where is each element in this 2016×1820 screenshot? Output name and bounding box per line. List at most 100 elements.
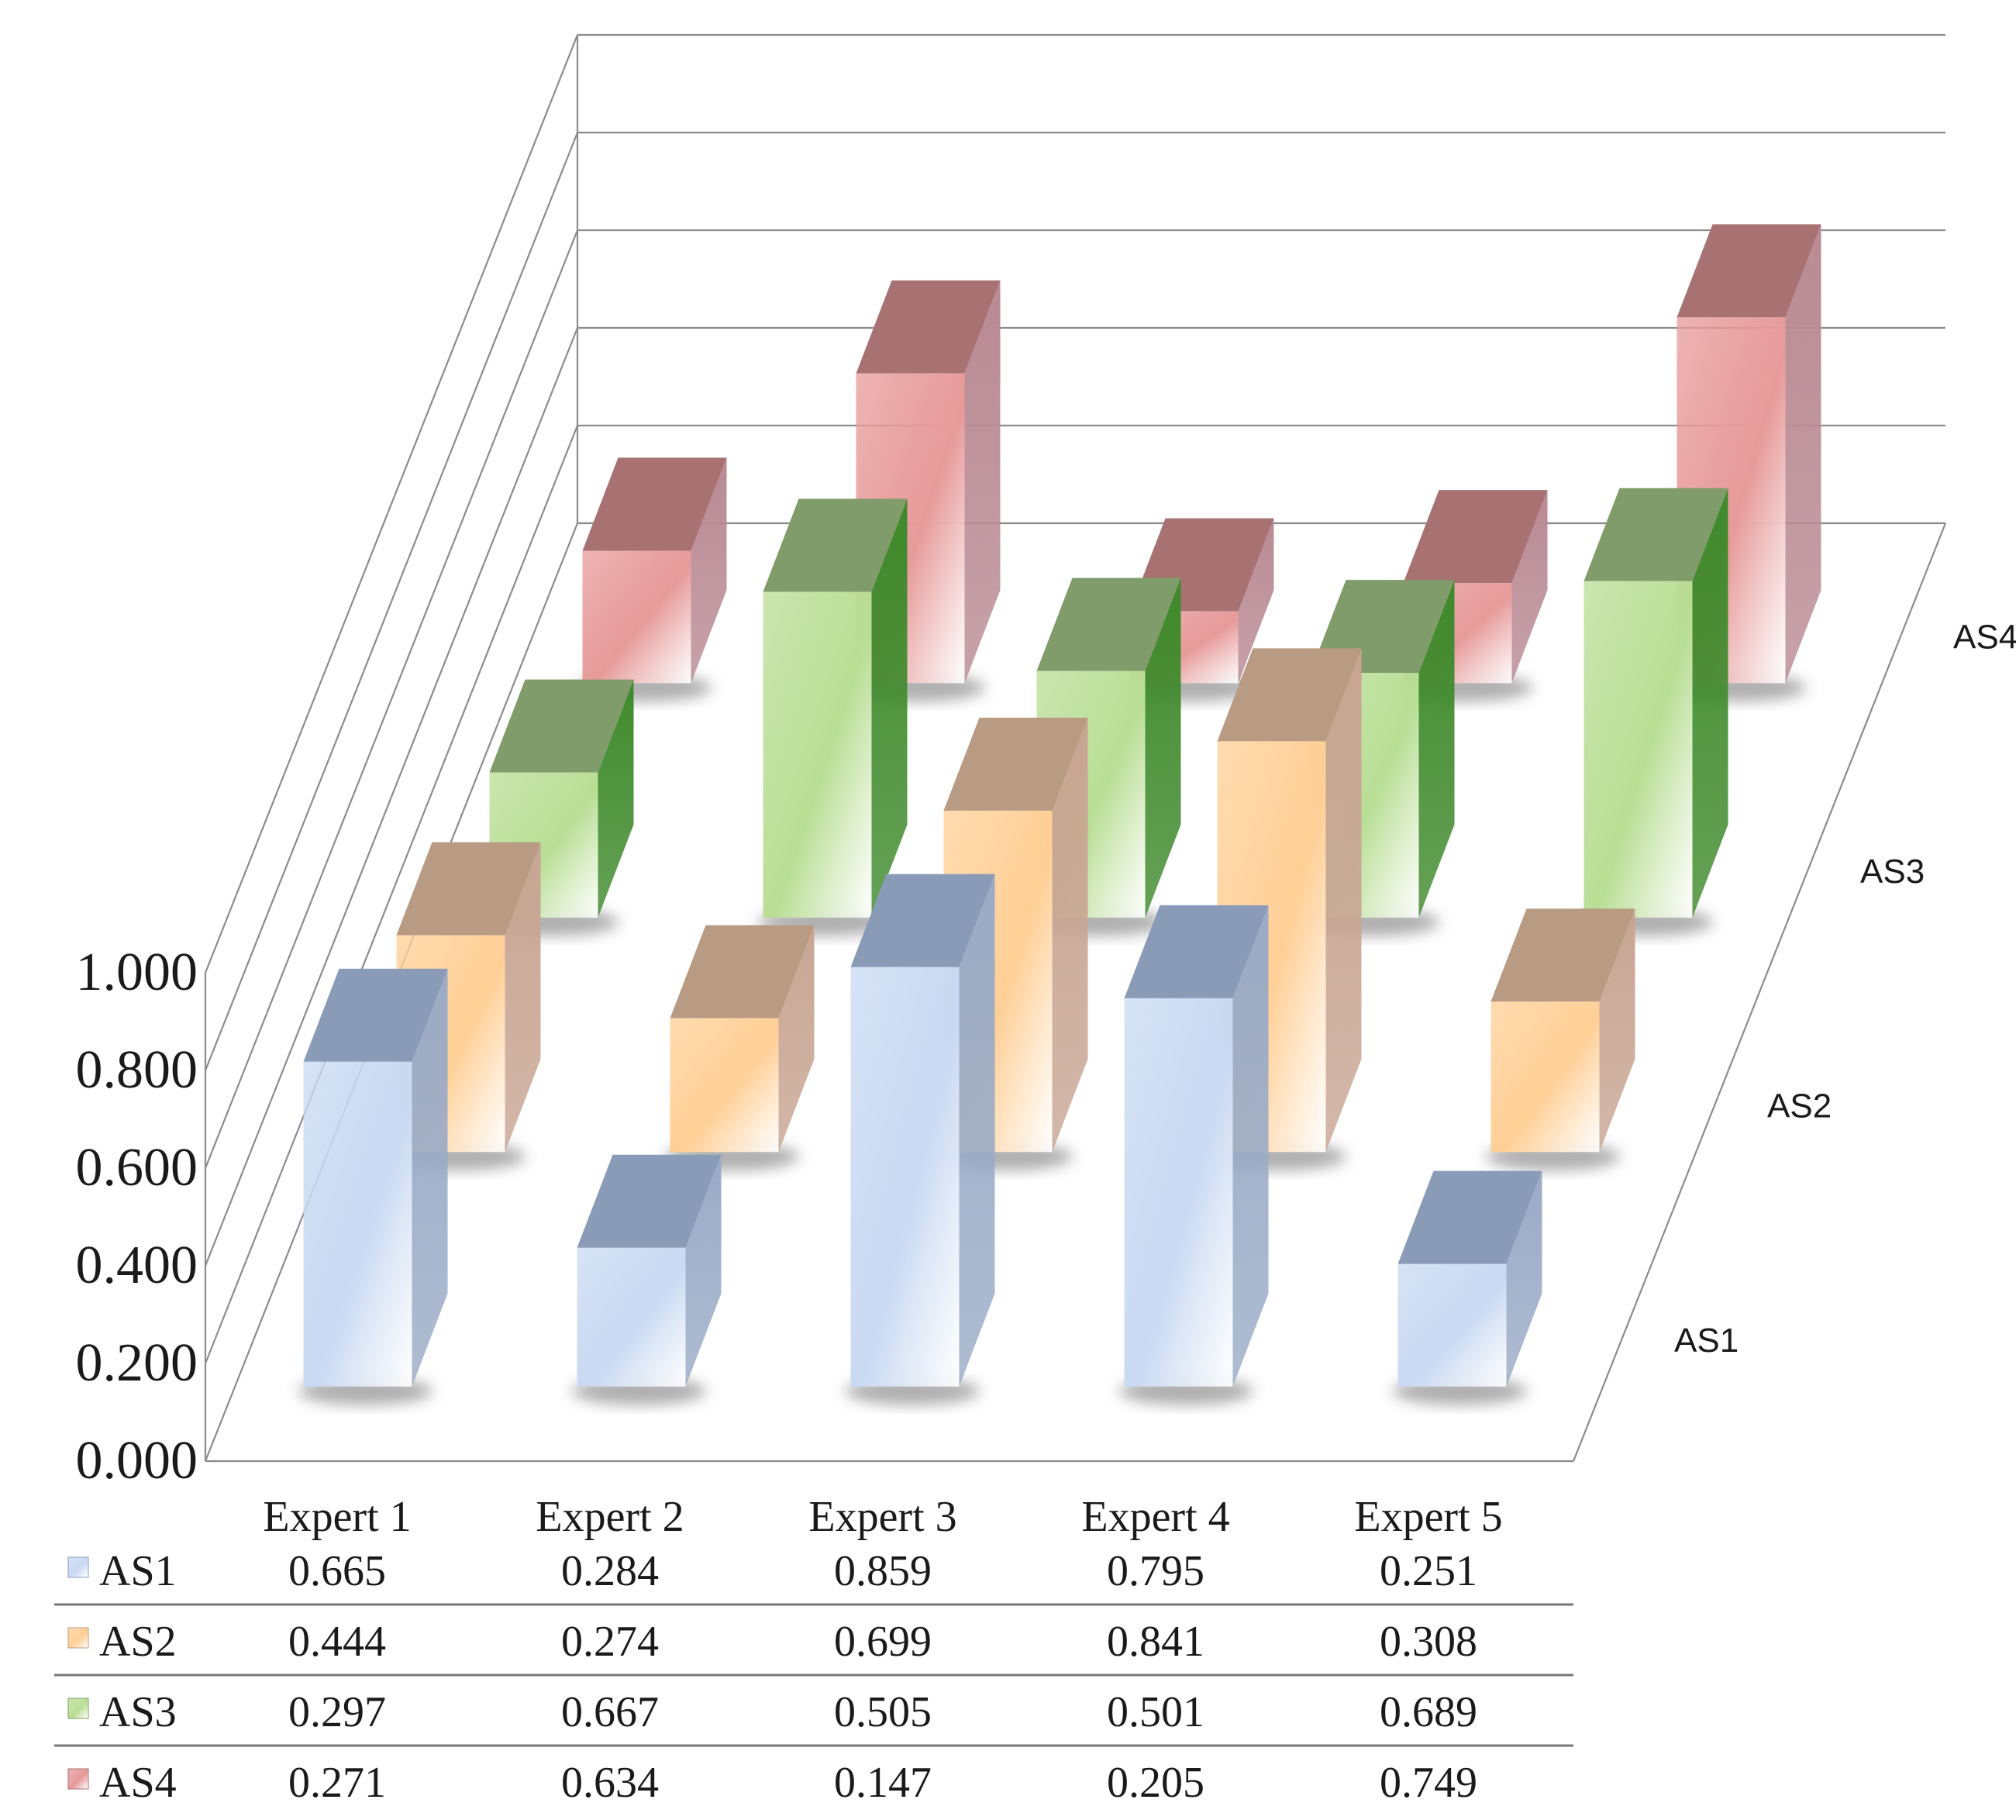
legend-key-as3 bbox=[67, 1698, 89, 1719]
bar-top bbox=[396, 842, 541, 936]
gridline-left bbox=[204, 132, 579, 1071]
data-label: 0.147 bbox=[834, 1759, 932, 1807]
data-label: 0.795 bbox=[1107, 1547, 1204, 1595]
data-label: 0.271 bbox=[288, 1759, 386, 1807]
bar-side bbox=[598, 679, 634, 918]
bar-as2-2 bbox=[664, 925, 815, 1171]
series-name: AS4 bbox=[99, 1759, 177, 1807]
bar-side bbox=[1418, 580, 1455, 918]
bar-as1-2 bbox=[571, 1154, 722, 1405]
data-label: 0.444 bbox=[288, 1618, 386, 1666]
gridline-left bbox=[204, 327, 579, 1267]
y-tick-label: 0.200 bbox=[76, 1333, 198, 1393]
bar-side bbox=[1692, 488, 1728, 918]
data-label: 0.859 bbox=[834, 1547, 932, 1595]
gridline-left bbox=[204, 229, 579, 1169]
bar-side bbox=[505, 842, 541, 1153]
category-label: Expert 3 bbox=[808, 1493, 956, 1541]
bar-top bbox=[1397, 1170, 1542, 1264]
bar-side bbox=[1785, 224, 1821, 684]
y-axis-ticks: 0.000 0.200 0.400 0.600 0.800 1.000 bbox=[76, 943, 198, 1491]
data-label: 0.284 bbox=[561, 1547, 659, 1595]
gridline-left bbox=[204, 425, 579, 1364]
bar-top bbox=[1124, 905, 1269, 998]
data-label: 0.501 bbox=[1107, 1688, 1204, 1736]
bar-side bbox=[691, 457, 727, 684]
bar-top bbox=[577, 1154, 722, 1248]
data-label: 0.841 bbox=[1107, 1618, 1204, 1666]
bar-front bbox=[670, 1018, 779, 1153]
data-label: 0.308 bbox=[1380, 1618, 1477, 1666]
bar-front bbox=[1124, 998, 1233, 1387]
bar-top bbox=[943, 717, 1088, 811]
y-tick-label: 1.000 bbox=[76, 943, 198, 1002]
bar-front bbox=[1397, 1263, 1507, 1387]
category-label: Expert 5 bbox=[1354, 1493, 1502, 1541]
bar-side bbox=[964, 280, 1001, 684]
bar-front bbox=[763, 591, 872, 918]
depth-axis-label: AS1 bbox=[1674, 1322, 1739, 1360]
bar-top bbox=[1584, 488, 1728, 581]
bar-top bbox=[1217, 648, 1362, 742]
bar-top bbox=[1677, 224, 1821, 318]
bar-side bbox=[1052, 717, 1088, 1153]
bar-top bbox=[1403, 490, 1548, 584]
depth-axis-label: AS4 bbox=[1953, 618, 2016, 656]
bar-top bbox=[763, 498, 908, 592]
data-label: 0.205 bbox=[1107, 1759, 1204, 1807]
y-tick-label: 0.400 bbox=[76, 1236, 198, 1295]
bar-side bbox=[1506, 1170, 1542, 1387]
bar-top bbox=[489, 679, 634, 773]
bar-as1-4 bbox=[1118, 905, 1269, 1405]
y-tick-label: 0.800 bbox=[76, 1040, 198, 1100]
bar-front bbox=[850, 967, 960, 1387]
bar-as1-3 bbox=[845, 874, 995, 1405]
bar-side bbox=[871, 498, 908, 918]
data-label: 0.634 bbox=[561, 1759, 659, 1807]
data-label: 0.505 bbox=[834, 1688, 932, 1736]
bar-top bbox=[670, 925, 815, 1019]
data-label: 0.689 bbox=[1380, 1688, 1477, 1736]
depth-axis-label: AS3 bbox=[1860, 853, 1925, 891]
bar-front bbox=[1490, 1001, 1600, 1153]
bar-as4-1 bbox=[577, 457, 727, 702]
legend-key-as2 bbox=[67, 1627, 89, 1649]
bar-side bbox=[1238, 518, 1274, 684]
bar-as3-5 bbox=[1578, 488, 1728, 936]
series-name: AS3 bbox=[99, 1688, 177, 1736]
data-label: 0.251 bbox=[1380, 1547, 1477, 1595]
bar-side bbox=[1325, 648, 1362, 1153]
floor-right-edge bbox=[1572, 522, 1947, 1462]
bar-top bbox=[582, 457, 727, 551]
depth-axis-label: AS2 bbox=[1767, 1087, 1832, 1125]
bar-as1-5 bbox=[1392, 1170, 1542, 1405]
bar-side bbox=[778, 925, 815, 1153]
bar-as1-1 bbox=[298, 968, 448, 1405]
chart-walls bbox=[204, 33, 1947, 1463]
bar-front bbox=[1584, 581, 1693, 918]
bar-as2-5 bbox=[1485, 908, 1635, 1171]
data-label: 0.749 bbox=[1380, 1759, 1477, 1807]
bar-front bbox=[303, 1061, 412, 1387]
bar-side bbox=[1145, 577, 1181, 918]
data-table: Expert 1 Expert 2 Expert 3 Expert 4 Expert 5… bbox=[54, 1493, 1573, 1807]
data-label: 0.665 bbox=[288, 1547, 386, 1595]
bar-side bbox=[1599, 908, 1635, 1153]
bar-top bbox=[850, 874, 995, 967]
bar-side bbox=[1511, 490, 1548, 684]
series-name: AS2 bbox=[99, 1618, 177, 1666]
bar-as3-2 bbox=[757, 498, 908, 936]
bar-side bbox=[685, 1154, 722, 1387]
gridline-left bbox=[204, 34, 579, 974]
bar-front bbox=[582, 550, 691, 684]
bar-top bbox=[1036, 577, 1181, 671]
bar-top bbox=[1490, 908, 1635, 1002]
bar-top bbox=[303, 968, 448, 1062]
bar-side bbox=[1232, 905, 1269, 1387]
category-label: Expert 4 bbox=[1081, 1493, 1229, 1541]
bar-side bbox=[959, 874, 995, 1387]
y-tick-label: 0.000 bbox=[76, 1431, 198, 1491]
legend-key-as4 bbox=[67, 1768, 89, 1790]
data-label: 0.297 bbox=[288, 1688, 386, 1736]
